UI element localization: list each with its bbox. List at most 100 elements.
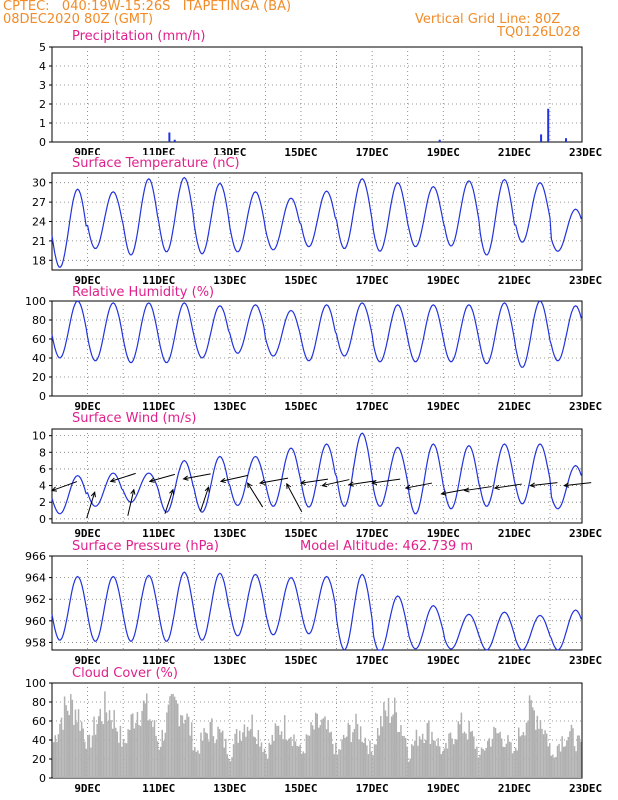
wind-arrow-head (370, 479, 378, 486)
cloud-cover-bar (209, 721, 212, 778)
precipitation-ytick-label: 3 (39, 79, 46, 92)
precipitation-bar (564, 138, 567, 142)
cloud-cover-bar (372, 755, 374, 778)
cloud-cover-bar (138, 724, 140, 778)
cloud-cover-bar (330, 731, 332, 778)
cloud-cover-bar (249, 729, 252, 778)
cloud-cover-xtick-label: 21DEC (498, 782, 531, 795)
precipitation-frame (51, 46, 583, 143)
cloud-cover-xtick-label: 9DEC (74, 782, 101, 795)
cloud-cover-bar (287, 740, 289, 778)
cloud-cover-bar (308, 735, 311, 778)
cloud-cover-bar (434, 740, 436, 778)
cloud-cover-bar (172, 693, 174, 778)
cloud-cover-bar (215, 740, 218, 778)
cloud-cover-bar (62, 729, 64, 778)
cloud-cover-bar (580, 741, 582, 778)
cloud-cover-bar (164, 732, 167, 778)
cloud-cover-bar (345, 736, 348, 778)
cloud-cover-ytick-label: 100 (25, 677, 46, 690)
cloud-cover-bar (322, 718, 325, 778)
cloud-cover-ytick-label: 0 (39, 772, 46, 785)
cloud-cover-bar (118, 742, 120, 778)
cloud-cover-bar (497, 733, 500, 778)
cloud-cover-bar (528, 695, 531, 778)
precipitation-xtick-label: 19DEC (427, 146, 460, 159)
cloud-cover-bar (457, 721, 460, 778)
wind-arrow-head (182, 475, 189, 481)
cloud-cover-bar (128, 730, 131, 778)
cloud-cover-bar (373, 744, 376, 778)
cloud-cover-bar (412, 745, 415, 778)
cloud-cover-bar (426, 723, 429, 778)
precipitation-ytick-label: 1 (39, 117, 46, 130)
cloud-cover-bar (274, 723, 277, 778)
temperature-ytick-label: 30 (32, 177, 46, 190)
cloud-cover-bar (491, 738, 494, 778)
cloud-cover-bar (356, 724, 359, 778)
cloud-cover-bar (576, 735, 579, 778)
cloud-cover-bar (152, 726, 154, 778)
cloud-cover-bar (573, 746, 576, 778)
cloud-cover-bar (293, 734, 295, 778)
cloud-cover-bar (363, 742, 365, 778)
precipitation-ytick-label: 0 (39, 136, 46, 149)
cloud-cover-bar (85, 748, 88, 778)
cloud-cover-bar (57, 734, 60, 778)
wind-arrow (348, 480, 377, 486)
cloud-cover-bar (256, 744, 258, 778)
cloud-cover-bar (245, 736, 247, 778)
cloud-cover-bar (121, 746, 123, 778)
wind-ytick-label: 10 (32, 430, 46, 443)
cloud-cover-bar (350, 742, 353, 778)
humidity-xtick-label: 9DEC (74, 400, 101, 413)
cloud-cover-bar (65, 705, 67, 778)
temperature-xtick-label: 23DEC (569, 274, 602, 287)
cloud-cover-bar (431, 731, 433, 778)
wind-arrow (51, 481, 78, 492)
temperature-title: Surface Temperature (nC) (72, 156, 240, 171)
cloud-cover-bar (259, 746, 261, 778)
cloud-cover-bar (252, 736, 255, 778)
humidity-ytick-label: 0 (39, 390, 46, 403)
temperature-ytick-label: 27 (32, 196, 46, 209)
cloud-cover-bar (533, 710, 535, 778)
cloud-cover-bar (146, 693, 148, 778)
cloud-cover-bar (99, 708, 101, 778)
humidity-ytick-label: 100 (25, 295, 46, 308)
pressure-xtick-label: 9DEC (74, 654, 101, 667)
wind-arrow (464, 486, 492, 492)
cloud-cover-bar (102, 724, 105, 778)
cloud-cover-bar (443, 748, 446, 778)
cloud-cover-bar (342, 734, 345, 778)
cloud-cover-bar (538, 728, 540, 778)
cloud-cover-bar (218, 729, 221, 778)
cloud-cover-bar (525, 722, 528, 778)
cloud-cover-bar (389, 722, 391, 778)
temperature-xtick-label: 13DEC (213, 274, 246, 287)
pressure-title: Surface Pressure (hPa) (72, 539, 219, 554)
cloud-cover-bar (167, 704, 170, 778)
cloud-cover-bar (68, 715, 70, 778)
wind-line (51, 432, 582, 515)
pressure-ytick-label: 960 (25, 615, 46, 628)
cloud-cover-bar (271, 734, 274, 778)
cloud-cover-bar (194, 747, 196, 778)
cloud-cover-bar (197, 750, 199, 778)
cloud-cover-bar (469, 731, 472, 778)
cloud-cover-bar (324, 716, 326, 778)
cloud-cover-bar (536, 715, 539, 778)
cloud-cover-bar (471, 730, 473, 778)
wind-arrow-head (440, 490, 447, 496)
cloud-cover-bar (417, 745, 419, 778)
wind-arrow-head (463, 487, 470, 493)
cloud-cover-bar (217, 726, 219, 778)
wind-arrow (372, 478, 401, 484)
cloud-cover-bar (198, 753, 201, 778)
cloud-cover-bar (221, 730, 224, 778)
humidity-xtick-label: 13DEC (213, 400, 246, 413)
cloud-cover-xtick-label: 15DEC (284, 782, 317, 795)
cloud-cover-bar (133, 728, 136, 778)
wind-arrow (183, 473, 211, 480)
